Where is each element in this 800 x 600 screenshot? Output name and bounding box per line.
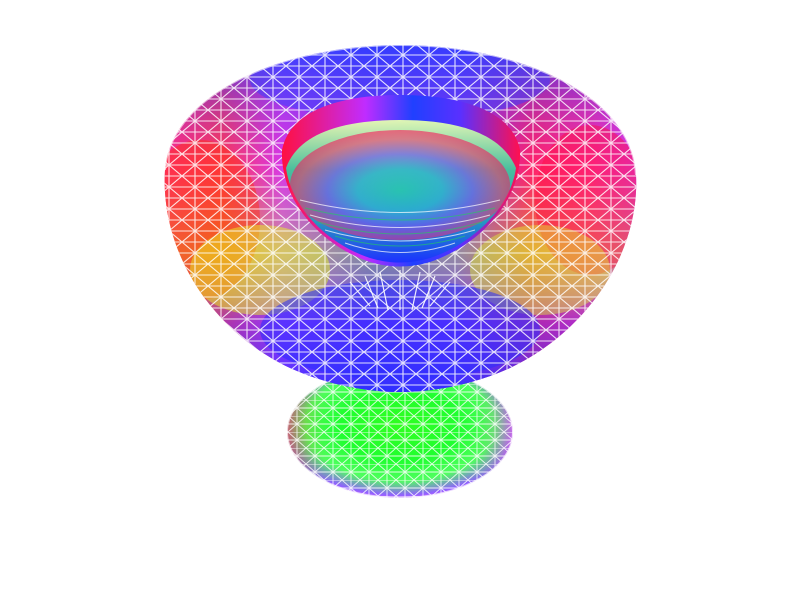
center-spikes: [349, 270, 451, 311]
inner-bowl: [281, 95, 521, 267]
upper-lobe: [164, 43, 637, 392]
